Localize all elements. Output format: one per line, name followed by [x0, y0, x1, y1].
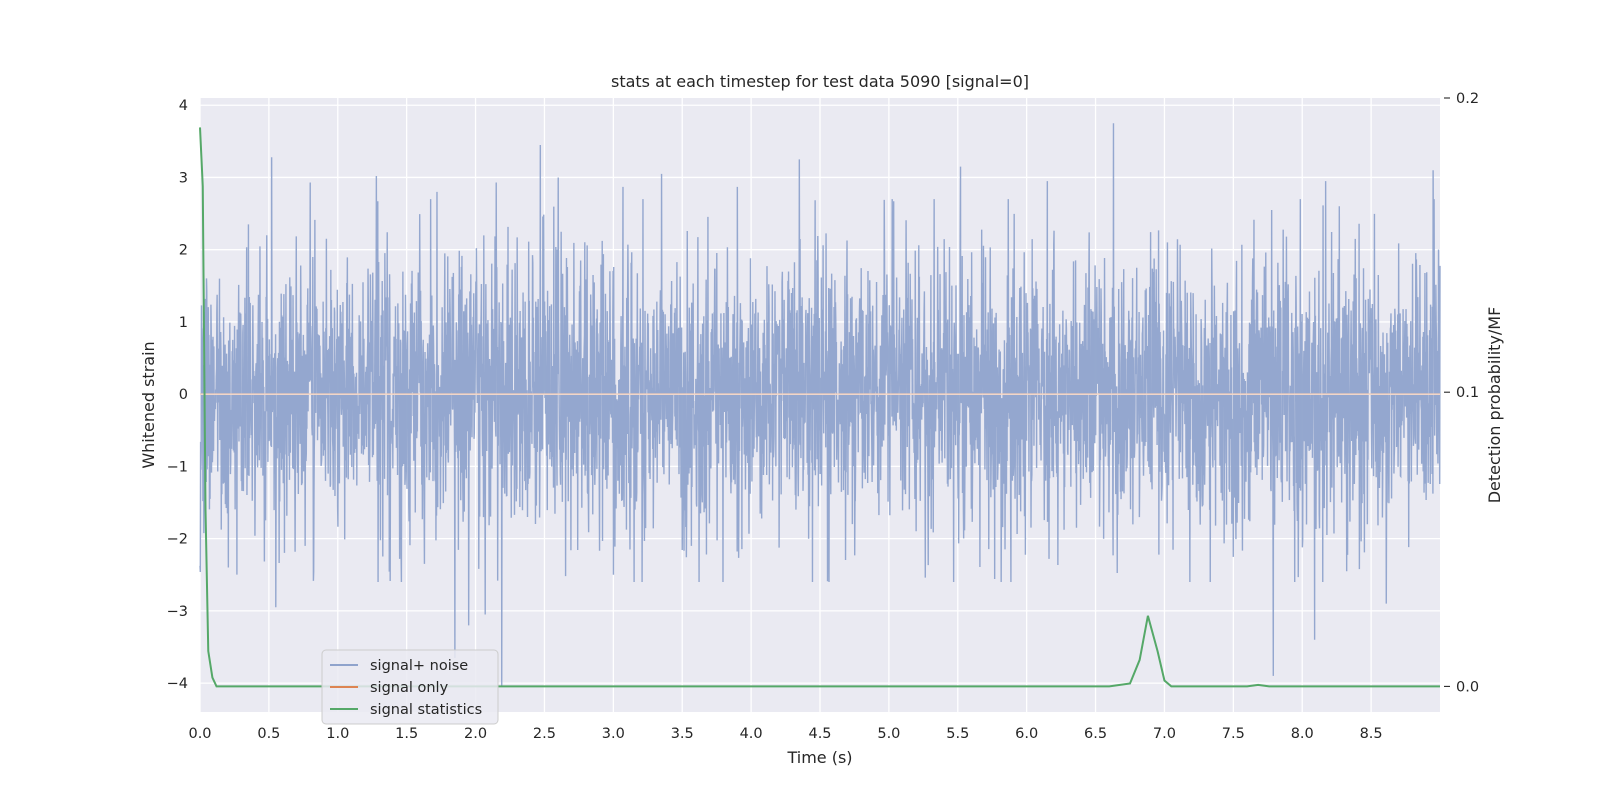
axis-ticks: 0.0 0.5 1.0 1.5 2.0 2.5 3.0 3.5 4.0 4.5 5.0 5.5 6.0 6… — [167, 91, 1479, 742]
x-tick-label: 8.5 — [1360, 726, 1383, 742]
chart-title: stats at each timestep for test data 509… — [611, 72, 1029, 91]
x-tick-label: 2.5 — [533, 726, 556, 742]
legend: signal+ noise signal only signal statist… — [321, 649, 499, 725]
y-tick-label-right: 0.2 — [1456, 91, 1479, 107]
legend-box — [321, 649, 499, 725]
y-tick-label-left: −2 — [167, 532, 188, 548]
x-tick-label: 2.0 — [464, 726, 487, 742]
signal-statistics-line — [199, 127, 1440, 688]
y-tick-label-left: 0 — [179, 387, 188, 403]
y-tick-label-left: 3 — [179, 170, 188, 186]
x-tick-label: 5.5 — [946, 726, 969, 742]
y-tick-label-left: 4 — [179, 98, 188, 114]
y-axis-label-right: Detection probability/MF — [1485, 307, 1504, 504]
x-tick-label: 6.5 — [1084, 726, 1107, 742]
y-tick-label-right: 0.1 — [1456, 385, 1479, 401]
x-tick-label: 4.5 — [808, 726, 831, 742]
x-tick-label: 3.5 — [671, 726, 694, 742]
y-tick-label-left: 2 — [179, 243, 188, 259]
x-tick-label: 7.5 — [1222, 726, 1245, 742]
series-signal-noise — [199, 123, 1441, 687]
x-tick-label: 0.5 — [257, 726, 280, 742]
y-tick-label-left: −1 — [167, 459, 188, 475]
signal-noise-line — [199, 123, 1441, 687]
x-tick-label: 7.0 — [1153, 726, 1176, 742]
x-tick-label: 5.0 — [877, 726, 900, 742]
y-tick-label-right: 0.0 — [1456, 679, 1479, 695]
legend-label-signal-statistics: signal statistics — [370, 702, 482, 718]
x-tick-label: 6.0 — [1015, 726, 1038, 742]
x-tick-label: 0.0 — [188, 726, 211, 742]
series-lines — [199, 127, 1440, 688]
y-axis-label-left: Whitened strain — [139, 341, 158, 468]
x-tick-label: 1.5 — [395, 726, 418, 742]
legend-label-signal-only: signal only — [370, 680, 449, 696]
x-tick-label: 1.0 — [326, 726, 349, 742]
legend-label-signal-noise: signal+ noise — [370, 658, 468, 674]
y-tick-label-left: −4 — [167, 676, 188, 692]
x-tick-label: 8.0 — [1291, 726, 1314, 742]
x-axis-label: Time (s) — [786, 748, 852, 767]
y-tick-label-left: 1 — [179, 315, 188, 331]
y-tick-label-left: −3 — [167, 604, 188, 620]
x-tick-label: 3.0 — [602, 726, 625, 742]
x-tick-label: 4.0 — [740, 726, 763, 742]
